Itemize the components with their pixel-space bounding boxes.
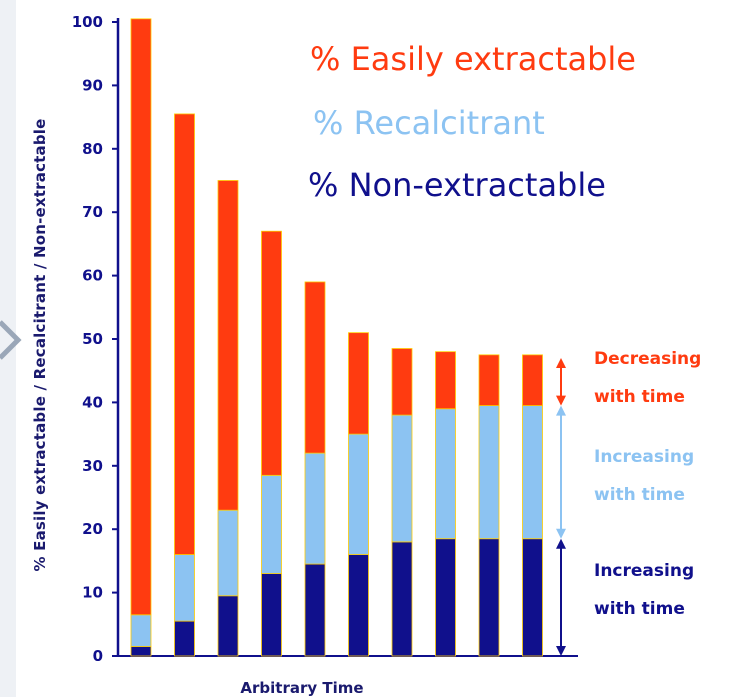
bar-segment-easily-extractable bbox=[348, 332, 369, 435]
annotation-non-extractable: Increasing with time bbox=[594, 552, 694, 628]
bar-segment-recalcitrant bbox=[304, 452, 326, 565]
bar-segment-non-extractable bbox=[217, 595, 239, 657]
bar-segment-easily-extractable bbox=[304, 281, 326, 454]
bar-segment-recalcitrant bbox=[348, 433, 369, 555]
bar-segment-recalcitrant bbox=[174, 554, 195, 622]
bar-segment-recalcitrant bbox=[522, 405, 543, 540]
bar-segment-non-extractable bbox=[391, 541, 413, 657]
y-tick-label: 70 bbox=[82, 203, 103, 221]
slide-edge-arrow-icon bbox=[0, 320, 22, 360]
bar-segment-easily-extractable bbox=[217, 180, 239, 511]
annotation-arrow-head-up bbox=[556, 358, 566, 369]
bar-segment-easily-extractable bbox=[391, 348, 413, 416]
annotation-line: with time bbox=[594, 485, 685, 505]
y-axis-title: % Easily extractable / Recalcitrant / No… bbox=[31, 118, 49, 572]
y-tick-label: 100 bbox=[72, 13, 103, 31]
bar-segment-easily-extractable bbox=[478, 354, 500, 406]
y-tick-label: 50 bbox=[82, 330, 103, 348]
bar-segment-non-extractable bbox=[478, 538, 500, 657]
bar-segment-non-extractable bbox=[130, 646, 152, 657]
legend-recalcitrant: % Recalcitrant bbox=[313, 104, 545, 142]
bar-segment-recalcitrant bbox=[478, 405, 500, 540]
bar-segment-easily-extractable bbox=[174, 113, 195, 555]
annotation-arrow-head-down bbox=[556, 528, 566, 539]
annotation-line: Decreasing bbox=[594, 349, 702, 369]
bar-segment-easily-extractable bbox=[130, 18, 152, 616]
x-axis-title: Arbitrary Time bbox=[240, 679, 364, 697]
annotation-arrow-head-down bbox=[556, 395, 566, 406]
y-tick-label: 40 bbox=[82, 393, 103, 411]
annotation-line: Increasing bbox=[594, 447, 695, 467]
bar-segment-non-extractable bbox=[174, 620, 195, 657]
y-tick-label: 60 bbox=[82, 267, 103, 285]
annotation-easily-extractable: Decreasing with time bbox=[594, 340, 701, 416]
bar-segment-non-extractable bbox=[522, 538, 543, 657]
bar-segment-easily-extractable bbox=[261, 230, 282, 476]
y-tick-label: 20 bbox=[82, 520, 103, 538]
annotation-line: with time bbox=[594, 599, 685, 619]
annotation-arrow-head-down bbox=[556, 646, 566, 656]
y-tick-label: 0 bbox=[93, 647, 103, 665]
legend-non-extractable: % Non-extractable bbox=[308, 166, 606, 204]
annotation-recalcitrant: Increasing with time bbox=[594, 438, 694, 514]
annotation-arrow-head-up bbox=[556, 538, 566, 549]
bar-segment-recalcitrant bbox=[435, 408, 456, 540]
bar-segment-easily-extractable bbox=[522, 354, 543, 406]
y-tick-label: 30 bbox=[82, 457, 103, 475]
annotation-line: with time bbox=[594, 387, 685, 407]
bar-segment-recalcitrant bbox=[261, 474, 282, 574]
bar-segment-non-extractable bbox=[261, 573, 282, 657]
annotation-arrow-head-up bbox=[556, 405, 566, 416]
bar-segment-easily-extractable bbox=[435, 351, 456, 410]
annotation-line: Increasing bbox=[594, 561, 695, 581]
y-tick-label: 80 bbox=[82, 140, 103, 158]
bar-segment-recalcitrant bbox=[130, 614, 152, 647]
y-tick-label: 90 bbox=[82, 76, 103, 94]
bar-segment-recalcitrant bbox=[391, 414, 413, 543]
bar-segment-non-extractable bbox=[304, 563, 326, 657]
bar-segment-recalcitrant bbox=[217, 509, 239, 597]
bar-segment-non-extractable bbox=[348, 554, 369, 657]
legend-easily-extractable: % Easily extractable bbox=[310, 40, 636, 78]
bar-segment-non-extractable bbox=[435, 538, 456, 657]
y-tick-label: 10 bbox=[82, 584, 103, 602]
